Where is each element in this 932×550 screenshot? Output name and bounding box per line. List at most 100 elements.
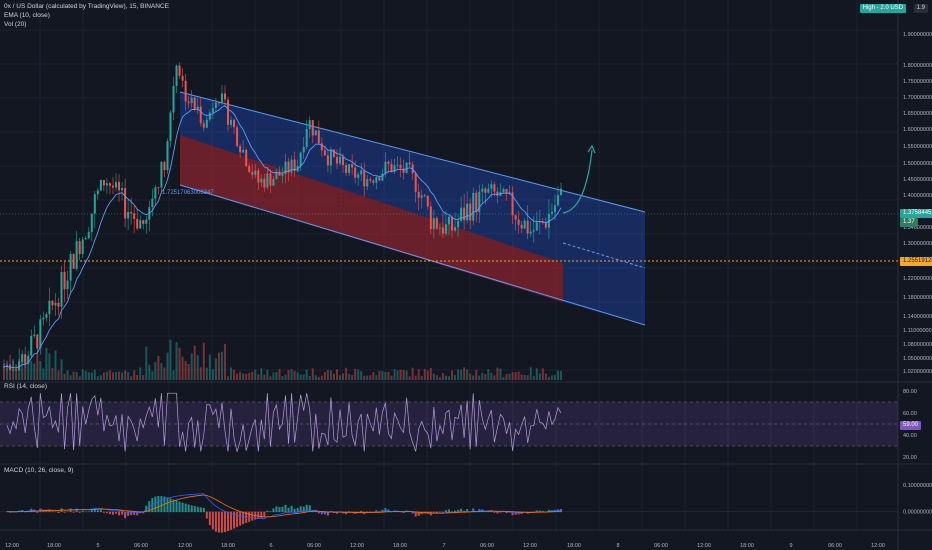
volume-bar <box>293 371 296 380</box>
candle-body <box>220 93 223 104</box>
macd-histogram-bar <box>287 507 290 513</box>
volume-bar <box>18 359 21 380</box>
candle-body <box>15 369 18 371</box>
macd-histogram-bar <box>278 507 281 513</box>
macd-histogram-bar <box>196 506 199 513</box>
volume-bar <box>417 368 420 380</box>
volume-bar <box>523 374 526 380</box>
candle-body <box>402 168 405 173</box>
candle-body <box>90 213 93 233</box>
macd-histogram-bar <box>381 509 384 513</box>
candle-body <box>27 355 30 364</box>
price-tick-label: 1.70000000 <box>903 95 932 101</box>
macd-histogram-bar <box>184 503 187 513</box>
volume-bar <box>6 360 9 380</box>
candle-body <box>187 101 190 104</box>
volume-bar <box>275 372 278 380</box>
candle-body <box>18 361 21 370</box>
candle-body <box>163 162 166 171</box>
volume-bar <box>308 376 311 380</box>
volume-bar <box>151 371 154 380</box>
candle-body <box>384 161 387 174</box>
candle-body <box>314 130 317 136</box>
macd-histogram-bar <box>172 499 175 513</box>
macd-histogram-bar <box>217 511 220 533</box>
candle-body <box>360 170 363 175</box>
volume-bar <box>160 363 163 380</box>
rsi-tick-label: 60.00 <box>903 411 917 417</box>
candle-body <box>463 207 466 221</box>
candle-body <box>541 221 544 224</box>
macd-histogram-bar <box>435 511 438 514</box>
macd-histogram-bar <box>133 511 136 515</box>
volume-bar <box>335 369 338 380</box>
macd-histogram-bar <box>36 511 39 513</box>
candle-body <box>354 167 357 178</box>
macd-histogram-bar <box>299 506 302 513</box>
volume-bar <box>118 371 121 380</box>
macd-histogram-bar <box>236 511 239 528</box>
volume-bar <box>9 363 12 380</box>
volume-bar <box>133 370 136 380</box>
macd-histogram-bar <box>121 511 124 515</box>
volume-bar <box>432 373 435 380</box>
volume-bar <box>57 370 60 380</box>
volume-bar <box>438 376 441 380</box>
macd-histogram-bar <box>460 508 463 513</box>
volume-bar <box>181 356 184 380</box>
candle-body <box>381 173 384 181</box>
candle-body <box>329 149 332 166</box>
price-tick-label: 1.65000000 <box>903 111 932 117</box>
candle-body <box>217 102 220 104</box>
volume-bar <box>115 372 118 380</box>
macd-histogram-bar <box>305 504 308 513</box>
volume-bar <box>529 367 532 380</box>
candle-body <box>36 334 39 349</box>
candle-body <box>190 97 193 104</box>
volume-bar <box>420 376 423 380</box>
macd-histogram-bar <box>293 508 296 513</box>
candle-body <box>351 164 354 168</box>
macd-histogram-bar <box>233 511 236 529</box>
macd-histogram-bar <box>438 511 441 513</box>
macd-histogram-bar <box>169 498 172 513</box>
macd-histogram-bar <box>451 511 454 513</box>
macd-histogram-bar <box>269 511 272 513</box>
macd-histogram-bar <box>111 511 114 515</box>
candle-body <box>24 354 27 364</box>
candle-body <box>39 319 42 349</box>
candle-body <box>475 192 478 213</box>
volume-bar <box>90 372 93 380</box>
volume-bar <box>402 369 405 380</box>
candle-body <box>532 230 535 232</box>
volume-bar <box>266 369 269 380</box>
volume-bar <box>296 372 299 380</box>
candle-body <box>78 241 81 254</box>
macd-histogram-bar <box>454 510 457 513</box>
candle-body <box>502 189 505 193</box>
channel-upper-fill <box>180 92 645 325</box>
high-label-badge: High - 2.0 USD <box>859 4 906 13</box>
volume-bar <box>196 355 199 380</box>
volume-bar <box>302 374 305 380</box>
volume-bar <box>99 375 102 380</box>
macd-histogram-bar <box>275 506 278 513</box>
macd-histogram-bar <box>154 496 157 513</box>
volume-bar <box>339 375 342 380</box>
candle-body <box>560 188 562 196</box>
time-tick-label: 12:00 <box>523 543 537 549</box>
projection-arrowhead <box>587 144 596 154</box>
volume-bar <box>260 368 263 380</box>
macd-histogram-bar <box>124 511 127 519</box>
macd-histogram-bar <box>366 511 369 513</box>
volume-bar <box>511 372 514 380</box>
macd-histogram-bar <box>66 511 69 513</box>
candle-body <box>281 173 284 176</box>
volume-bar <box>299 374 302 380</box>
macd-histogram-bar <box>308 505 311 513</box>
candle-body <box>323 150 326 156</box>
macd-histogram-bar <box>223 511 226 533</box>
volume-bar <box>469 373 472 380</box>
